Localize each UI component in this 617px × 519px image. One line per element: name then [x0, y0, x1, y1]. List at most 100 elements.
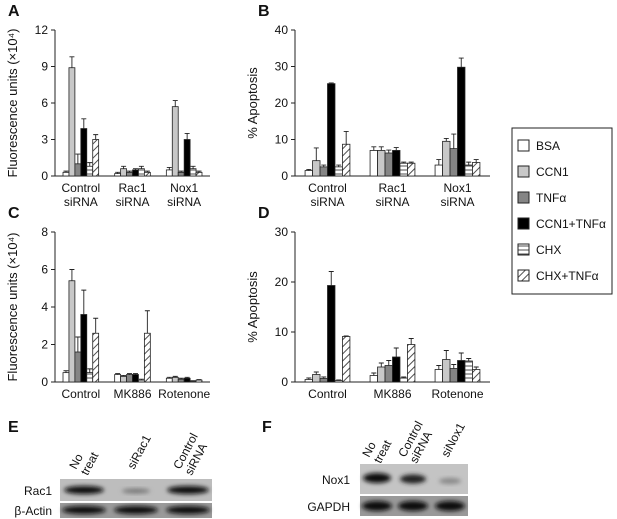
error-bar [436, 365, 442, 370]
error-bar [69, 56, 75, 68]
x-tick-label: Rotenone [158, 387, 210, 401]
y-tick-label: 2 [41, 338, 48, 352]
row-label: GAPDH [307, 500, 350, 514]
error-bar [172, 100, 178, 107]
y-tick-label: 10 [275, 133, 289, 147]
bar [327, 285, 336, 383]
legend-swatch [517, 217, 530, 230]
panel-label: B [258, 3, 270, 20]
y-axis-label: Fluorescence units (×10⁴) [5, 28, 20, 177]
error-bar [63, 170, 69, 173]
y-tick-label: 20 [275, 275, 289, 289]
x-tick-label: Nox1 siRNA [440, 181, 474, 209]
error-bar [473, 159, 479, 163]
lane-label: Notreat [66, 443, 101, 477]
legend-label: CCN1 [536, 165, 569, 179]
panel-label: E [8, 419, 19, 436]
bar [138, 379, 145, 383]
error-bar [343, 335, 349, 337]
error-bar [371, 372, 377, 376]
error-bar [144, 310, 150, 334]
bar [92, 139, 100, 177]
bar [472, 369, 481, 383]
y-axis-label: % Apoptosis [245, 271, 260, 343]
bar [327, 83, 336, 177]
legend-swatch [517, 191, 530, 204]
error-bar [458, 352, 464, 361]
y-tick-label: 6 [41, 263, 48, 277]
lane-label: Notreat [359, 431, 394, 465]
bar [126, 374, 133, 383]
y-tick-label: 0 [281, 169, 288, 183]
error-bar [473, 366, 479, 370]
lane-label: siNox1 [438, 420, 468, 459]
y-tick-label: 0 [41, 375, 48, 389]
error-bar [144, 170, 150, 173]
bar [92, 332, 100, 383]
error-bar [336, 379, 342, 381]
bar [312, 160, 321, 177]
error-bar [127, 170, 133, 173]
error-bar [127, 373, 133, 375]
error-bar [343, 131, 349, 145]
bar [177, 171, 185, 177]
bar [304, 170, 313, 177]
error-bar [378, 362, 384, 367]
error-bar [196, 170, 202, 173]
legend-swatch [517, 243, 530, 256]
error-bar [306, 168, 312, 171]
bar [377, 366, 386, 383]
bar [342, 143, 351, 177]
error-bar [408, 338, 414, 345]
bar [183, 377, 191, 383]
error-bar [132, 373, 138, 375]
bar [62, 372, 70, 383]
error-bar [190, 165, 196, 169]
error-bar [75, 153, 81, 164]
error-bar [69, 269, 75, 281]
panel-label: F [262, 419, 272, 436]
error-bar [178, 377, 184, 380]
error-bar [466, 161, 472, 166]
bar [165, 377, 173, 383]
bar [457, 360, 466, 383]
bar [442, 359, 451, 383]
error-bar [138, 378, 144, 381]
bar [74, 163, 82, 177]
x-tick-label: Rac1 siRNA [375, 181, 409, 209]
error-bar [115, 171, 121, 174]
lane-label: ControlsiRNA [170, 431, 212, 478]
x-tick-label: MK886 [113, 387, 151, 401]
error-bar [386, 360, 392, 366]
error-bar [87, 162, 93, 167]
error-bar [115, 373, 121, 375]
error-bar [313, 147, 319, 161]
error-bar [196, 379, 202, 381]
bar [171, 106, 179, 177]
bar [80, 128, 88, 177]
bar [120, 375, 127, 383]
bar [165, 169, 173, 177]
bar [120, 168, 127, 177]
error-bar [408, 161, 414, 164]
bar [442, 140, 451, 177]
bar [384, 365, 393, 383]
error-bar [132, 168, 138, 170]
bar [407, 344, 416, 383]
legend-label: CCN1+TNFα [536, 217, 606, 231]
bar [143, 332, 151, 383]
error-bar [63, 370, 69, 373]
bar [132, 374, 139, 383]
error-bar [436, 159, 442, 166]
bar [399, 162, 408, 177]
legend-swatch [517, 269, 530, 282]
bar [171, 376, 179, 383]
bar [195, 171, 203, 177]
bar [304, 379, 313, 383]
row-label: Rac1 [24, 484, 52, 498]
bar [114, 374, 122, 383]
error-bar [378, 146, 384, 151]
error-bar [328, 82, 334, 84]
bar [126, 171, 133, 177]
